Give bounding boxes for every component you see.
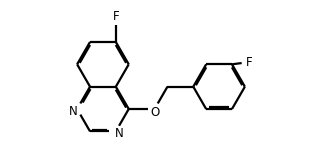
Text: N: N [115, 127, 124, 140]
Text: N: N [69, 105, 78, 118]
Text: O: O [150, 106, 159, 119]
Text: F: F [112, 10, 119, 23]
Text: F: F [245, 56, 252, 69]
